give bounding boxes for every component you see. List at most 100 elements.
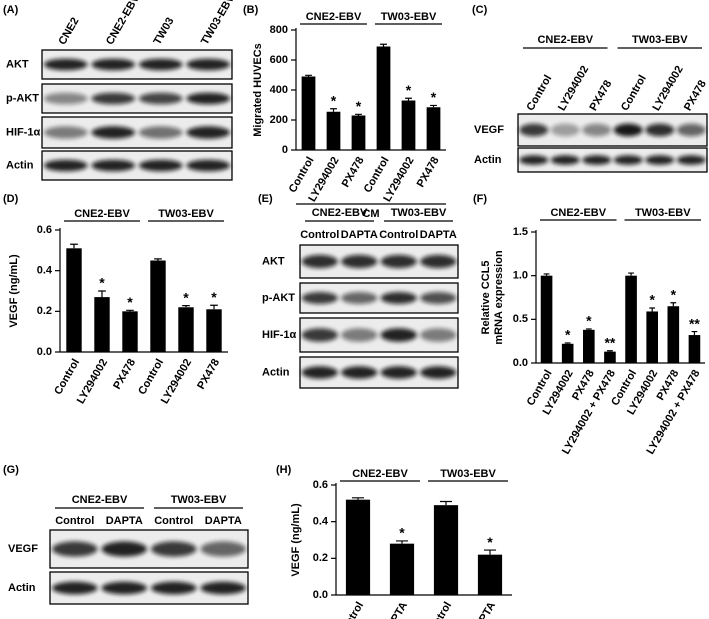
significance: *: [649, 292, 655, 308]
row-label: HIF-1α: [6, 126, 41, 138]
y-tick-label: 0.0: [313, 589, 328, 601]
y-tick-label: 800: [270, 24, 288, 36]
band: [43, 58, 88, 71]
blot-box: [517, 113, 708, 147]
band: [43, 126, 88, 139]
band: [582, 155, 612, 165]
group-label: CNE2-EBV: [312, 207, 368, 219]
y-tick-label: 0.0: [37, 346, 52, 358]
y-tick-label: 0.4: [313, 516, 329, 528]
bar: [433, 505, 459, 595]
error-bar: [395, 540, 409, 544]
bar: [66, 248, 82, 352]
x-axis-label: CM: [362, 208, 379, 220]
lane-label: LY294002: [556, 64, 591, 113]
y-tick-label: 0.0: [513, 357, 528, 369]
error-bar: [380, 43, 387, 47]
x-tick-label: Control: [424, 600, 454, 619]
row-label: p-AKT: [262, 292, 295, 304]
panel-label: (F): [473, 193, 487, 205]
band: [301, 366, 338, 379]
band: [420, 254, 457, 269]
error-bar: [405, 97, 412, 101]
error-bar: [355, 113, 362, 116]
y-tick-label: 0.2: [313, 552, 328, 564]
band: [200, 541, 247, 557]
band: [519, 155, 549, 165]
band: [51, 541, 98, 557]
x-tick-label: Control: [52, 357, 82, 397]
lane-label: LY294002: [650, 64, 685, 113]
x-tick-label: Control: [136, 357, 166, 397]
error-bar: [70, 243, 78, 249]
group-label: CNE2-EBV: [352, 468, 408, 480]
error-bar: [330, 108, 337, 112]
significance: *: [183, 289, 189, 305]
bar: [667, 306, 680, 363]
band: [550, 155, 580, 165]
bar: [122, 311, 138, 352]
band: [150, 541, 197, 557]
band: [91, 126, 136, 139]
significance: *: [431, 89, 437, 105]
band: [186, 159, 231, 172]
y-tick-label: 200: [270, 114, 288, 126]
band: [186, 92, 231, 105]
error-bar: [210, 304, 218, 310]
band: [101, 541, 148, 557]
significance: *: [331, 92, 337, 108]
x-tick-label: PX478: [340, 155, 367, 190]
y-tick-label: 600: [270, 54, 288, 66]
bar: [561, 343, 574, 363]
band: [676, 123, 706, 137]
error-bar: [691, 330, 698, 336]
error-bar: [607, 350, 613, 352]
lane-label: PX478: [587, 78, 614, 113]
band: [645, 123, 675, 137]
band: [341, 254, 378, 269]
panel-label: (C): [472, 4, 488, 16]
x-tick-label: PX478: [195, 357, 222, 392]
band: [613, 155, 643, 165]
y-tick-label: 0.6: [313, 479, 328, 491]
bar: [688, 335, 701, 363]
band: [613, 123, 643, 137]
error-bar: [351, 497, 365, 500]
y-tick-label: 0.5: [513, 313, 528, 325]
band: [150, 581, 197, 595]
band: [301, 292, 338, 304]
error-bar: [564, 342, 571, 344]
lane-label: Control: [619, 73, 649, 113]
lane-label: Control: [379, 229, 418, 241]
x-tick-label: DAPTA: [469, 600, 498, 619]
bar: [326, 111, 341, 150]
band: [420, 292, 457, 304]
band: [380, 254, 417, 269]
band: [51, 581, 98, 595]
y-tick-label: 1.5: [513, 226, 528, 238]
band: [91, 159, 136, 172]
bar: [301, 76, 316, 150]
error-bar: [154, 258, 162, 261]
y-axis-label: mRNA expression: [493, 250, 505, 345]
lane-label: DAPTA: [341, 229, 378, 241]
row-label: Actin: [6, 159, 34, 171]
band: [380, 292, 417, 304]
y-tick-label: 1.0: [513, 270, 528, 282]
group-label: TW03-EBV: [391, 207, 447, 219]
band: [138, 159, 183, 172]
row-label: Actin: [262, 366, 290, 378]
blot-box: [517, 147, 708, 173]
x-tick-label: PX478: [111, 357, 138, 392]
significance: *: [487, 534, 493, 550]
group-label: CNE2-EBV: [306, 11, 362, 23]
lane-label: CNE2-EBV: [104, 0, 143, 47]
lane-label: DAPTA: [205, 515, 242, 527]
band: [380, 366, 417, 379]
y-tick-label: 0.4: [37, 265, 53, 277]
bar: [604, 351, 616, 363]
band: [645, 155, 675, 165]
panel-label: (B): [243, 4, 259, 16]
group-label: CNE2-EBV: [537, 34, 593, 46]
